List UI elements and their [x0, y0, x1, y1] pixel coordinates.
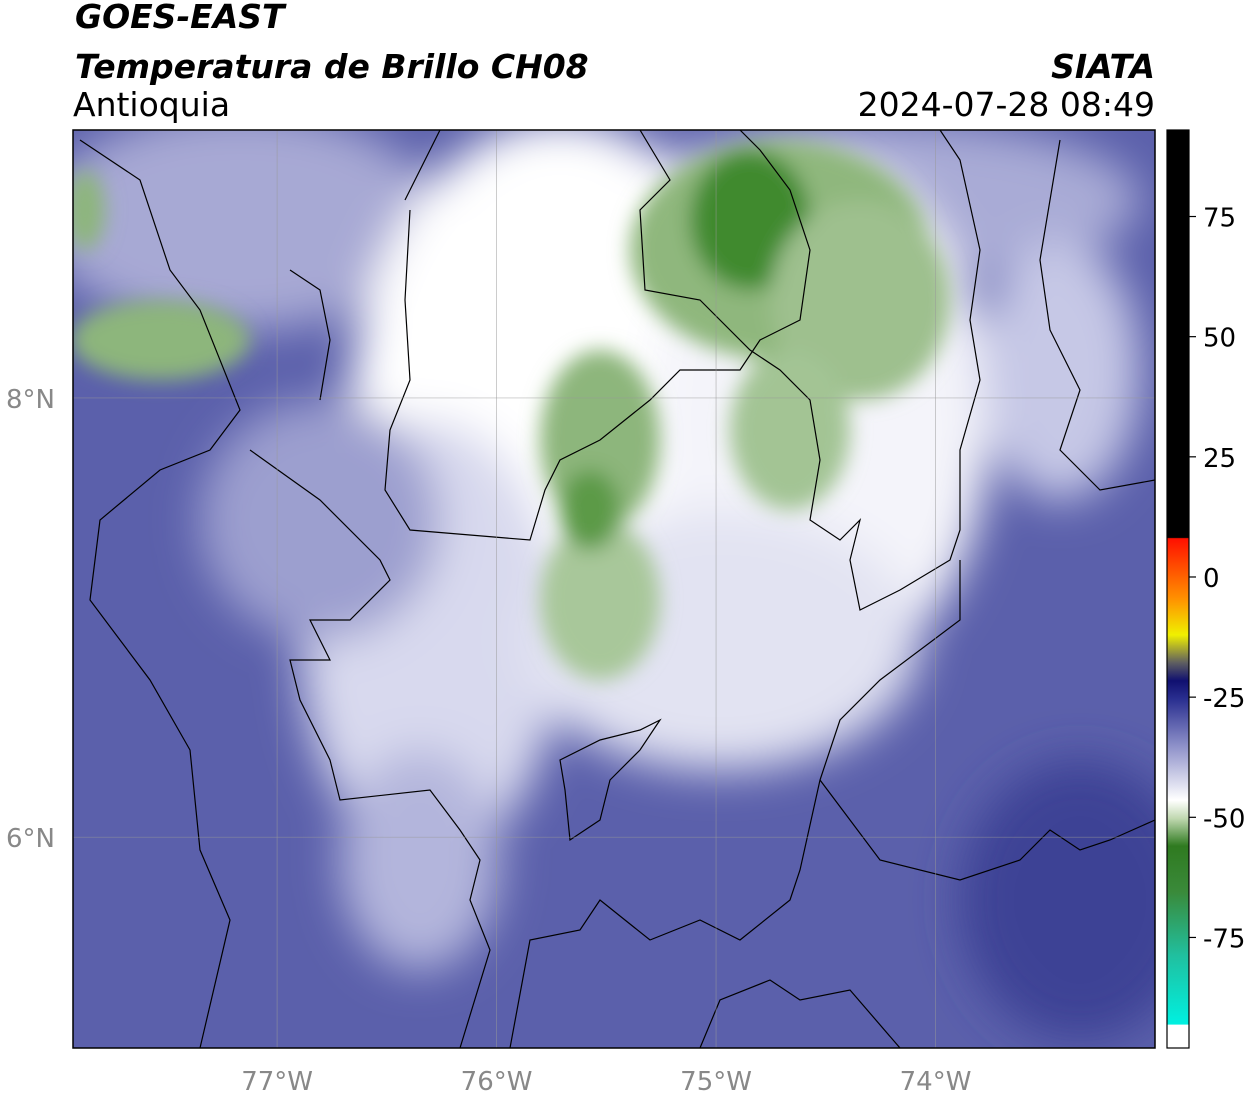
lon-tick-label: 77°W: [241, 1067, 313, 1097]
lon-tick-label: 76°W: [461, 1067, 533, 1097]
colorbar-tick-label: 0: [1203, 564, 1220, 594]
subtitle: Temperatura de Brillo CH08: [75, 47, 589, 86]
lon-tick-label: 75°W: [680, 1067, 752, 1097]
colorbar-tick-label: 75: [1203, 204, 1236, 234]
colorbar-tick-label: 25: [1203, 444, 1236, 474]
colorbar-tick-label: -50: [1203, 804, 1245, 834]
colorbar-tick-label: -75: [1203, 924, 1245, 954]
lat-tick-label: 8°N: [6, 385, 55, 415]
lat-tick-label: 6°N: [6, 824, 55, 854]
datetime: 2024-07-28 08:49: [858, 85, 1155, 124]
lon-tick-label: 74°W: [900, 1067, 972, 1097]
colorbar-tick-label: -25: [1203, 684, 1245, 714]
colorbar: [1166, 129, 1190, 1049]
region: Antioquia: [73, 85, 230, 124]
title: GOES-EAST: [75, 0, 287, 36]
map-frame: [72, 129, 1156, 1049]
source: SIATA: [1051, 47, 1155, 86]
map-image: [73, 130, 1155, 1048]
colorbar-tick-label: 50: [1203, 324, 1236, 354]
